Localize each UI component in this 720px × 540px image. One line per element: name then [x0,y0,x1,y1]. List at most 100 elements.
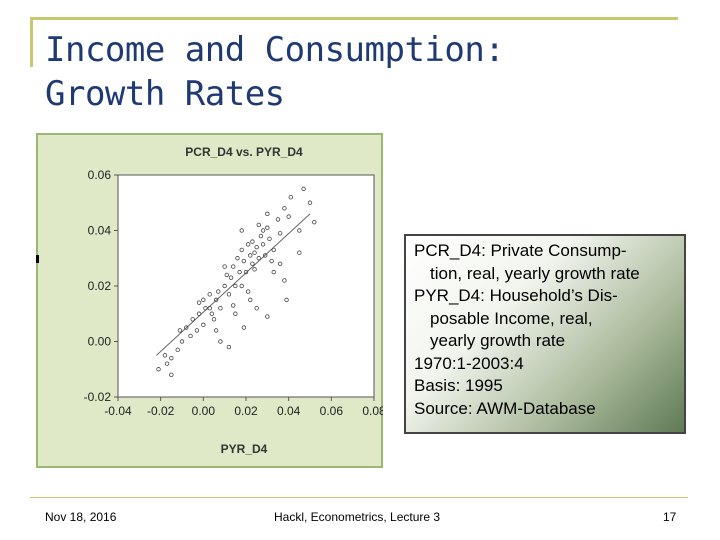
scatter-point [201,297,206,303]
scatter-point [226,344,232,350]
scatter-point [222,283,227,289]
scatter-point [243,269,249,275]
scatter-point [267,236,272,242]
footer-rule [30,497,688,498]
scatter-point [213,328,219,333]
scatter-point [239,228,244,233]
title-rule-left [30,17,33,67]
scatter-point [203,305,208,311]
scatter-point [307,200,313,205]
scatter-point [211,317,217,322]
scatter-point [265,225,270,230]
slide-title: Income and Consumption: Growth Rates [45,28,505,116]
scatter-point [237,269,242,275]
scatter-point [245,242,251,247]
scatter-point [254,305,259,311]
legend-line-4: posable Income, real, [430,308,593,328]
scatter-point [277,231,283,236]
scatter-point [162,353,168,358]
slide-title-line-2: Growth Rates [45,74,285,114]
scatter-point [233,311,238,316]
scatter-point [269,258,274,264]
scatter-point [224,272,229,278]
scatter-point [248,253,253,258]
scatter-point [239,283,244,289]
legend-line-1: PCR_D4: Private Consump- [414,241,627,260]
scatter-point [156,367,161,372]
x-tick-label: -0.02 [147,404,175,418]
y-tick-label: 0.02 [88,279,112,293]
title-rule [30,17,678,20]
scatter-point [250,261,255,266]
scatter-point [230,303,236,308]
regression-line [156,213,311,356]
scatter-point [201,322,206,328]
scatter-chart: PCR_D4 vs. PYR_D4 PYR_D4 0.06 0.04 0.02 0.0… [84,145,383,456]
scatter-point [241,325,247,330]
scatter-point [256,222,261,228]
scatter-point [248,297,253,303]
y-tick-label: 0.00 [88,335,112,349]
scatter-point [254,244,259,250]
scatter-point [260,228,266,233]
scatter-point [169,372,174,377]
x-tick-label: 0.02 [234,404,258,418]
page-number: 17 [663,510,677,524]
scatter-point [207,305,212,311]
x-tick-label: 0.08 [362,404,383,418]
scatter-point [239,247,244,253]
scatter-point [226,292,232,297]
scatter-point [222,264,227,269]
slide-title-line-1: Income and Consumption: [45,30,505,70]
scatter-point [252,250,257,255]
scatter-point [312,219,317,225]
scatter-point [190,317,195,322]
scatter-point [175,347,180,353]
scatter-point [216,289,221,294]
scatter-point [297,228,302,233]
scatter-point [262,253,268,258]
y-tick-label: 0.04 [88,224,112,238]
scatter-point [277,261,283,266]
scatter-point [169,355,174,361]
scatter-point [207,292,212,297]
scatter-point [258,233,264,239]
scatter-point [164,361,170,366]
scatter-point [230,264,236,269]
scatter-point [213,297,219,303]
scatter-point [218,305,223,311]
plot-area [117,174,375,398]
scatter-point [233,283,238,289]
scatter-point [265,211,270,217]
legend-line-7: Basis: 1995 [414,376,503,395]
chart-title: PCR_D4 vs. PYR_D4 [185,145,303,159]
footer-date: Nov 18, 2016 [45,510,117,524]
scatter-point [209,311,215,316]
scatter-point [286,214,291,219]
x-axis-label: PYR_D4 [221,442,268,456]
scatter-point [252,267,257,272]
scatter-point [245,289,251,294]
scatter-point [256,256,261,261]
scatter-point [218,339,223,344]
x-tick-label: 0.00 [192,404,216,418]
scatter-point [250,239,255,244]
scatter-point [282,206,287,211]
y-tick-label: 0.06 [88,168,112,182]
scatter-point [282,278,287,283]
scatter-point [177,328,183,333]
scatter-point [271,247,276,253]
scatter-point [179,339,185,344]
x-tick-label: 0.06 [320,404,344,418]
scatter-point [188,333,193,339]
scatter-point [184,325,189,330]
scatter-point [196,300,202,305]
scatter-point [260,242,266,247]
scatter-point [288,194,293,200]
footer-course: Hackl, Econometrics, Lecture 3 [274,510,441,524]
legend-line-5: yearly growth rate [430,331,566,350]
scatter-point [271,269,276,275]
scatter-point [265,314,270,319]
scatter-point [235,256,240,261]
x-tick-label: 0.04 [277,404,301,418]
